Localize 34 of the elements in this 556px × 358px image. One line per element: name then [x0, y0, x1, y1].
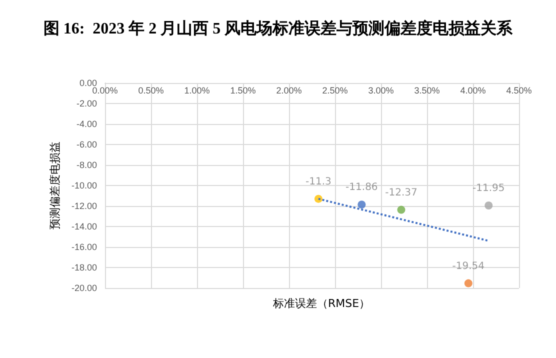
- point: [314, 194, 322, 203]
- x-tick-label: 0.50%: [138, 86, 164, 96]
- x-axis-title: 标准误差（RMSE）: [272, 297, 370, 310]
- x-tick-label: 1.50%: [230, 86, 256, 96]
- data-label: -11.95: [472, 182, 505, 194]
- x-tick-label: 0.00%: [92, 86, 118, 96]
- point: [464, 279, 472, 288]
- y-tick-label: -6.00: [76, 140, 97, 150]
- y-axis-title: 预测偏差度电损益: [48, 142, 62, 230]
- x-tick-label: 2.00%: [276, 86, 302, 96]
- point: [358, 200, 366, 209]
- y-tick-label: -18.00: [71, 262, 97, 272]
- y-tick-label: -8.00: [76, 160, 97, 170]
- y-tick-label: 0.00: [79, 78, 97, 88]
- x-tick-label: 1.00%: [184, 86, 210, 96]
- data-label: -11.86: [346, 182, 378, 194]
- x-tick-label: 4.50%: [506, 86, 532, 96]
- data-label: -11.3: [306, 176, 332, 188]
- y-tick-label: -12.00: [71, 201, 97, 211]
- y-tick-label: -10.00: [71, 180, 97, 190]
- y-tick-label: -4.00: [76, 119, 97, 129]
- x-tick-label: 2.50%: [322, 86, 348, 96]
- x-tick-label: 3.00%: [368, 86, 394, 96]
- point: [484, 201, 493, 210]
- y-tick-label: -20.00: [71, 283, 97, 293]
- y-tick-label: -2.00: [76, 98, 97, 108]
- chart-title: 图 16: 2023 年 2 月山西 5 风电场标准误差与预测偏差度电损益关系: [43, 18, 514, 38]
- data-label: -12.37: [385, 187, 418, 198]
- y-tick-label: -16.00: [71, 242, 97, 252]
- data-label: -19.54: [452, 260, 485, 272]
- y-tick-label: -14.00: [71, 222, 97, 232]
- x-tick-label: 3.50%: [414, 86, 440, 96]
- x-tick-label: 4.00%: [460, 86, 486, 96]
- point: [397, 206, 406, 214]
